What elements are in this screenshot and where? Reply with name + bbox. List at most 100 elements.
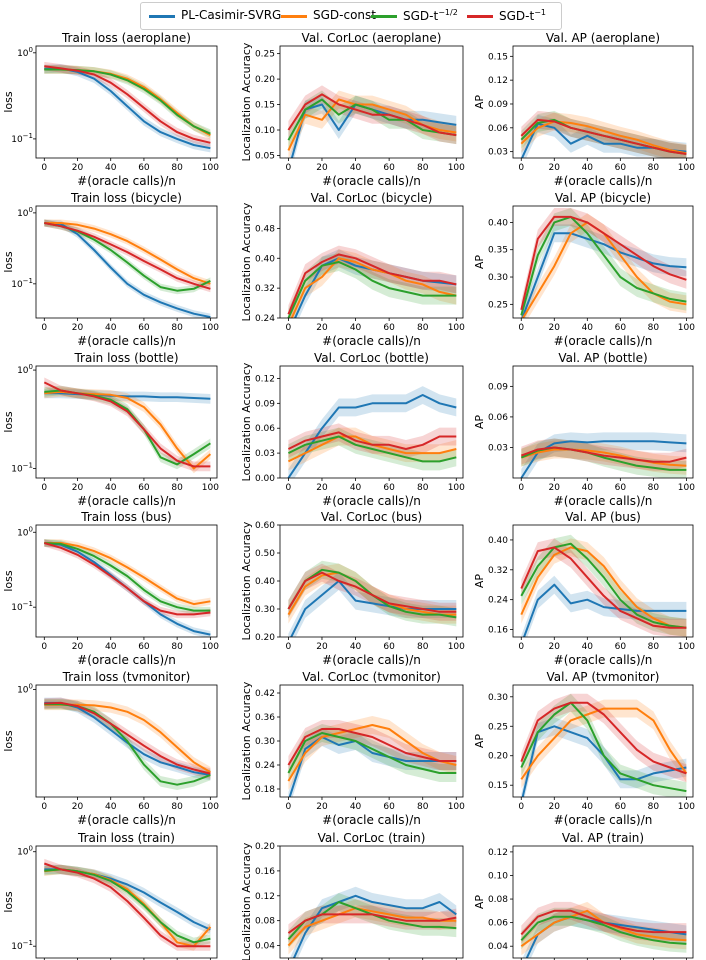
x-tick-label: 0 [41,802,47,812]
y-tick-label: 0.25 [255,50,275,60]
x-tick-label: 20 [72,802,84,812]
subplot: 0 20 40 60 80 100 0.18 0.24 0.30 0.36 0.42 Val. Cor… [240,670,465,827]
y-tick-label: 0.30 [255,737,275,747]
series-line [44,222,211,318]
series-band [521,699,687,789]
series-band [44,377,211,472]
y-tick-label: 0.08 [255,917,275,927]
series-line [44,542,211,612]
y-tick-label: 10−1 [11,132,33,145]
x-tick-label: 0 [518,163,524,173]
series-line [290,257,457,318]
y-tick-label: 0.48 [255,224,275,234]
y-axis-label: loss [2,570,15,592]
x-axis-label: #(oracle calls)/n [554,174,653,188]
axes-frame [512,684,694,798]
series-band [521,224,687,318]
axes-frame [512,45,694,159]
x-axis-label: #(oracle calls)/n [554,494,653,508]
y-axis-label: AP [473,895,486,910]
plot-area [520,534,687,637]
x-tick-label: 80 [171,323,183,333]
x-tick-label: 80 [417,323,429,333]
x-axis-label: #(oracle calls)/n [77,494,176,508]
axes-frame [512,365,694,479]
x-tick-label: 20 [549,483,561,493]
x-tick-label: 0 [518,802,524,812]
subplot: 0 20 40 60 80 100 100 Train loss (tvmonitor) #(o… [2,670,219,827]
y-tick-label: 0.09 [488,100,508,110]
y-axis-label: loss [2,251,15,273]
y-axis-label: Localization Accuracy [240,521,253,640]
plot-area [287,560,457,637]
y-tick-label: 100 [17,46,33,59]
subplot-title: Val. AP (bicycle) [555,191,651,205]
x-tick-label: 20 [549,802,561,812]
x-tick-label: 100 [448,802,465,812]
series-band [289,95,457,158]
x-tick-label: 40 [582,323,594,333]
series-band [521,693,687,783]
y-tick-label: 0.16 [255,867,275,877]
y-tick-label: 0.40 [255,254,275,264]
series-line [287,394,457,478]
x-tick-label: 100 [202,802,219,812]
x-tick-label: 20 [72,163,84,173]
series-band [44,698,211,790]
plot-area [43,858,212,951]
x-tick-label: 60 [138,802,150,812]
series-line [44,542,211,606]
series-line [520,542,687,629]
y-tick-label: 0.03 [488,443,508,453]
x-tick-label: 60 [615,483,627,493]
series-line [520,215,687,316]
series-line [520,446,687,463]
x-tick-label: 0 [518,642,524,652]
x-axis-label: #(oracle calls)/n [77,653,176,667]
y-tick-label: 0.18 [255,785,275,795]
y-tick-label: 100 [17,206,33,219]
plot-area [287,85,457,158]
y-tick-label: 10−1 [11,461,33,474]
x-tick-label: 60 [138,163,150,173]
y-tick-label: 0.10 [488,871,508,881]
series-line [287,431,457,450]
y-tick-label: 0.10 [255,126,275,136]
legend-swatch [467,15,493,18]
x-tick-label: 40 [582,802,594,812]
y-tick-label: 0.05 [255,151,275,161]
x-tick-label: 80 [417,163,429,173]
subplot: 0 20 40 60 80 100 0.25 0.30 0.35 0.40 Val. AP (bic… [473,191,695,348]
x-tick-label: 40 [582,163,594,173]
y-tick-label: 0.03 [255,449,275,459]
subplot: 0 20 40 60 80 100 0.16 0.24 0.32 0.40 Val. AP (bus… [473,510,695,667]
x-tick-label: 100 [202,163,219,173]
x-tick-label: 100 [448,163,465,173]
plot-area [287,245,457,318]
y-tick-label: 0.09 [255,399,275,409]
series-line [287,98,457,141]
x-tick-label: 40 [105,483,117,493]
y-axis-label: loss [2,91,15,113]
x-tick-label: 100 [678,323,695,333]
x-tick-label: 0 [286,642,292,652]
series-band [521,538,687,637]
subplot-title: Train loss (bottle) [73,351,178,365]
subplot: 0 20 40 60 80 100 0.20 0.30 0.40 0.50 0.60 Val. Cor… [240,510,465,667]
axes-frame [35,524,218,638]
axes-frame [279,205,464,319]
x-axis-label: #(oracle calls)/n [322,653,421,667]
x-tick-label: 40 [582,642,594,652]
plot-area [520,208,687,318]
y-tick-label: 0.25 [488,300,508,310]
series-band [44,539,211,608]
x-axis-label: #(oracle calls)/n [322,174,421,188]
x-tick-label: 60 [138,483,150,493]
series-band [44,864,211,935]
x-tick-label: 100 [202,483,219,493]
x-tick-label: 0 [286,483,292,493]
y-tick-label: 0.00 [255,474,275,484]
x-axis-label: #(oracle calls)/n [554,813,653,827]
x-tick-label: 0 [286,323,292,333]
